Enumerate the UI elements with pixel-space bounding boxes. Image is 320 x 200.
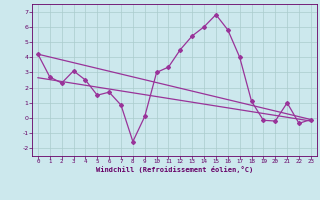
X-axis label: Windchill (Refroidissement éolien,°C): Windchill (Refroidissement éolien,°C): [96, 166, 253, 173]
